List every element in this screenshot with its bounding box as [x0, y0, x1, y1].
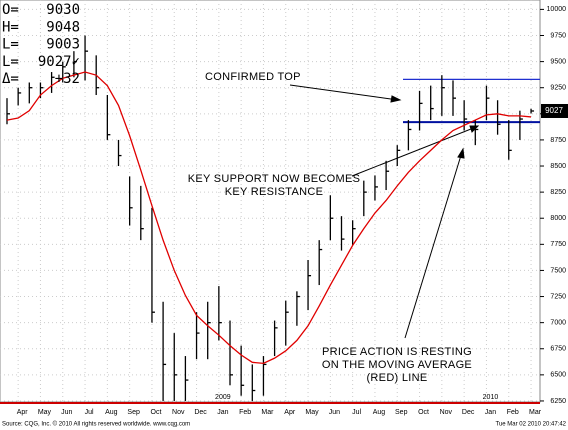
x-tick-label: Jan	[217, 409, 228, 416]
y-tick-label: 8250	[550, 189, 566, 196]
x-tick-label: Sep	[127, 409, 140, 416]
x-tick-label: Feb	[239, 409, 251, 416]
arrow	[404, 151, 463, 339]
annotation: (RED) LINE	[366, 372, 427, 384]
annotation: CONFIRMED TOP	[205, 71, 301, 83]
y-tick-label: 6750	[550, 346, 566, 353]
arrow	[289, 84, 399, 101]
annotation: KEY RESISTANCE	[225, 186, 324, 198]
x-tick-label: Nov	[172, 409, 185, 416]
y-tick-label: 10000	[547, 6, 567, 13]
last-price-box	[541, 103, 568, 118]
x-tick-label: Nov	[440, 409, 453, 416]
x-tick-label: Aug	[105, 409, 118, 416]
quote-label: H=	[2, 19, 19, 35]
arrowhead	[390, 95, 402, 103]
x-tick-label: Aug	[373, 409, 386, 416]
x-tick-label: May	[38, 409, 52, 416]
x-tick-label: Oct	[418, 409, 429, 416]
last-price-label: 9027	[545, 106, 563, 115]
quote-value: 9048	[46, 19, 80, 35]
y-tick-label: 8000	[550, 215, 566, 222]
y-tick-label: 7750	[550, 241, 566, 248]
x-tick-label: May	[305, 409, 319, 416]
quote-label: Δ=	[2, 71, 19, 87]
y-tick-label: 6250	[550, 398, 566, 405]
x-tick-label: Dec	[462, 409, 475, 416]
x-tick-label: Mar	[529, 409, 542, 416]
x-tick-label: Sep	[395, 409, 408, 416]
plot-frame	[0, 0, 541, 403]
arrows	[289, 84, 480, 339]
x-tick-label: Jan	[485, 409, 496, 416]
quote-label: L=	[2, 54, 19, 70]
y-tick-label: 7500	[550, 267, 566, 274]
timestamp: Tue Mar 02 2010 20:47:42	[496, 422, 567, 428]
x-tick-label: Jul	[85, 409, 94, 416]
x-tick-label: Oct	[151, 409, 162, 416]
year-label: 2010	[483, 394, 499, 401]
x-tick-label: Apr	[17, 409, 29, 416]
grid	[0, 0, 540, 402]
quote-label: L=	[2, 37, 19, 53]
source-note: Source: CQG, Inc. © 2010 All rights rese…	[2, 421, 190, 428]
y-tick-label: 7000	[550, 319, 566, 326]
quote-value: +32	[55, 71, 80, 87]
y-tick-label: 6500	[550, 372, 566, 379]
y-tick-label: 8750	[550, 137, 566, 144]
annotation: KEY SUPPORT NOW BECOMES	[188, 173, 361, 185]
moving-average	[6, 71, 532, 365]
arrowhead	[457, 147, 465, 159]
annotation: PRICE ACTION IS RESTING	[322, 346, 472, 358]
y-tick-label: 7250	[550, 293, 566, 300]
x-tick-label: Jun	[61, 409, 72, 416]
arrow	[351, 126, 477, 177]
x-tick-label: Mar	[261, 409, 274, 416]
y-tick-label: 9250	[550, 85, 566, 92]
quote-value: 9027✓	[38, 54, 80, 70]
quote-label: O=	[2, 2, 19, 18]
annotation: ON THE MOVING AVERAGE	[322, 359, 472, 371]
quote-value: 9003	[46, 37, 80, 53]
x-tick-label: Apr	[284, 409, 296, 416]
quote-value: 9030	[46, 2, 80, 18]
year-label: 2009	[215, 394, 231, 401]
y-tick-label: 9750	[550, 32, 566, 39]
y-tick-label: 9500	[550, 58, 566, 65]
x-tick-label: Dec	[194, 409, 207, 416]
y-tick-label: 8500	[550, 163, 566, 170]
x-tick-label: Jun	[329, 409, 340, 416]
x-tick-label: Jul	[352, 409, 361, 416]
x-tick-label: Feb	[507, 409, 519, 416]
